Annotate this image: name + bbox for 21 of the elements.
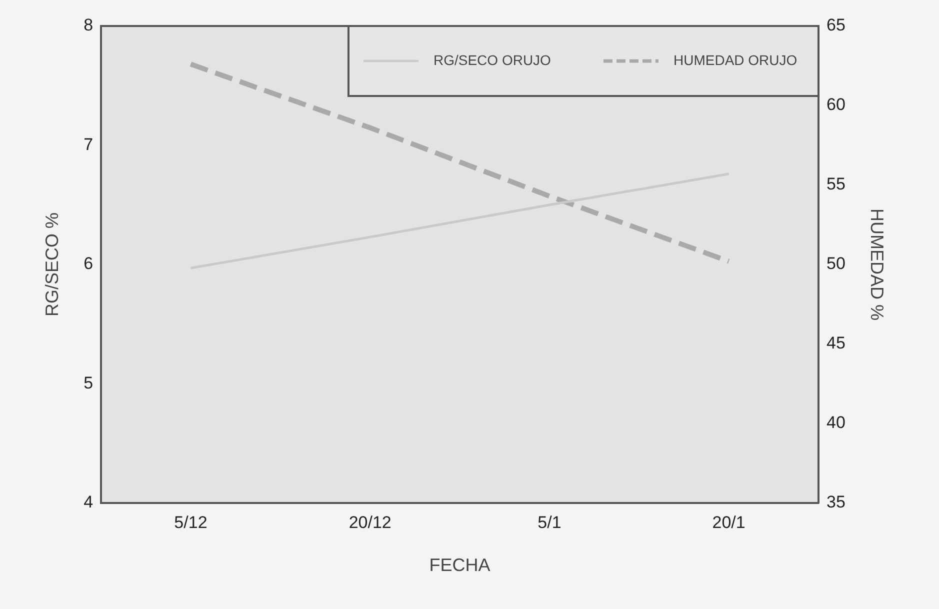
y2-axis-title: HUMEDAD % [867, 208, 888, 321]
y-tick-label: 8 [84, 16, 94, 35]
y2-tick-label: 65 [826, 16, 846, 35]
y-axis-title: RG/SECO % [42, 212, 62, 317]
y2-tick-label: 50 [826, 254, 846, 274]
y2-tick-label: 35 [826, 492, 846, 512]
x-tick-label: 5/12 [174, 512, 208, 532]
y-tick-label: 5 [84, 373, 94, 392]
legend-label: RG/SECO ORUJO [433, 52, 552, 68]
y2-tick-label: 60 [826, 95, 846, 114]
x-tick-label: 20/12 [348, 512, 392, 532]
legend-label: HUMEDAD ORUJO [673, 52, 798, 68]
x-tick-label: 5/1 [538, 512, 562, 532]
y-tick-label: 6 [84, 254, 94, 274]
x-axis-title: FECHA [429, 555, 490, 576]
y2-tick-label: 55 [826, 174, 846, 194]
y-tick-label: 4 [84, 492, 94, 512]
y2-tick-label: 45 [826, 334, 846, 353]
x-tick-label: 20/1 [712, 512, 746, 532]
y-tick-label: 7 [84, 134, 94, 154]
y2-tick-label: 40 [826, 413, 846, 432]
